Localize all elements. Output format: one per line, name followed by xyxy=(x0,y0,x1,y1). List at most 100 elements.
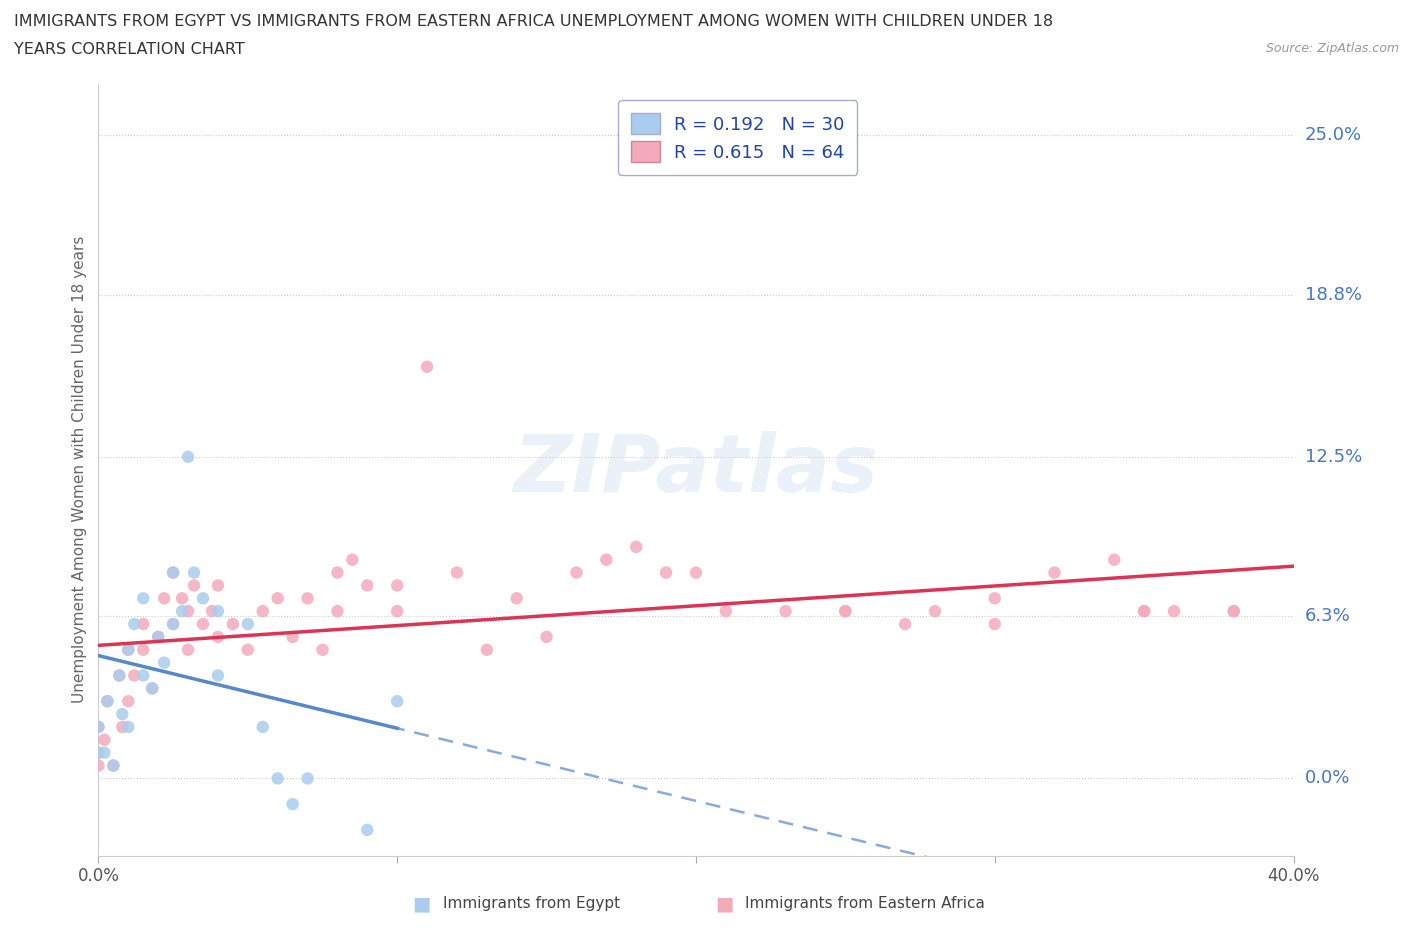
Point xyxy=(834,604,856,618)
Point xyxy=(177,604,200,618)
Point xyxy=(924,604,946,618)
Point xyxy=(311,643,333,658)
Point xyxy=(1223,604,1246,618)
Point xyxy=(1223,604,1246,618)
Point xyxy=(111,707,134,722)
Point xyxy=(267,591,290,605)
Point xyxy=(132,668,155,683)
Point xyxy=(108,668,131,683)
Text: IMMIGRANTS FROM EGYPT VS IMMIGRANTS FROM EASTERN AFRICA UNEMPLOYMENT AMONG WOMEN: IMMIGRANTS FROM EGYPT VS IMMIGRANTS FROM… xyxy=(14,14,1053,29)
Point xyxy=(984,591,1007,605)
Point xyxy=(117,720,139,735)
Point xyxy=(222,617,245,631)
Point xyxy=(565,565,588,580)
Point xyxy=(124,668,146,683)
Point xyxy=(132,643,155,658)
Point xyxy=(183,565,205,580)
Point xyxy=(96,694,118,709)
Point xyxy=(87,745,110,760)
Point xyxy=(124,617,146,631)
Point xyxy=(236,617,259,631)
Text: ■: ■ xyxy=(412,895,432,913)
Point xyxy=(536,630,558,644)
Point xyxy=(252,604,274,618)
Point xyxy=(1163,604,1185,618)
Text: 25.0%: 25.0% xyxy=(1305,126,1362,144)
Point xyxy=(984,617,1007,631)
Point xyxy=(475,643,498,658)
Point xyxy=(834,604,856,618)
Point xyxy=(446,565,468,580)
Text: YEARS CORRELATION CHART: YEARS CORRELATION CHART xyxy=(14,42,245,57)
Point xyxy=(191,591,214,605)
Point xyxy=(297,591,319,605)
Point xyxy=(201,604,224,618)
Point xyxy=(595,552,617,567)
Text: ■: ■ xyxy=(714,895,734,913)
Point xyxy=(207,668,229,683)
Point xyxy=(267,771,290,786)
Point xyxy=(342,552,364,567)
Point xyxy=(1133,604,1156,618)
Point xyxy=(183,578,205,593)
Point xyxy=(626,539,648,554)
Point xyxy=(111,720,134,735)
Point xyxy=(93,733,115,748)
Point xyxy=(141,681,163,696)
Point xyxy=(117,694,139,709)
Point xyxy=(1104,552,1126,567)
Point xyxy=(191,617,214,631)
Point xyxy=(356,822,378,837)
Point xyxy=(385,604,409,618)
Point xyxy=(326,604,349,618)
Point xyxy=(117,643,139,658)
Point xyxy=(148,630,170,644)
Point xyxy=(87,745,110,760)
Text: 6.3%: 6.3% xyxy=(1305,607,1350,625)
Point xyxy=(172,604,194,618)
Point xyxy=(153,591,176,605)
Point xyxy=(1043,565,1066,580)
Point xyxy=(385,578,409,593)
Point xyxy=(132,617,155,631)
Point xyxy=(326,565,349,580)
Point xyxy=(207,630,229,644)
Point xyxy=(103,758,125,773)
Text: Immigrants from Egypt: Immigrants from Egypt xyxy=(443,897,620,911)
Point xyxy=(93,745,115,760)
Point xyxy=(685,565,707,580)
Point xyxy=(108,668,131,683)
Point xyxy=(177,449,200,464)
Point xyxy=(162,565,184,580)
Point xyxy=(87,720,110,735)
Text: Immigrants from Eastern Africa: Immigrants from Eastern Africa xyxy=(745,897,986,911)
Point xyxy=(153,656,176,671)
Text: 0.0%: 0.0% xyxy=(1305,769,1350,788)
Point xyxy=(148,630,170,644)
Point xyxy=(87,720,110,735)
Point xyxy=(236,643,259,658)
Point xyxy=(385,694,409,709)
Point xyxy=(416,359,439,374)
Point xyxy=(96,694,118,709)
Point xyxy=(117,643,139,658)
Point xyxy=(162,617,184,631)
Y-axis label: Unemployment Among Women with Children Under 18 years: Unemployment Among Women with Children U… xyxy=(72,236,87,703)
Point xyxy=(207,578,229,593)
Point xyxy=(297,771,319,786)
Point xyxy=(281,797,304,812)
Text: 18.8%: 18.8% xyxy=(1305,286,1361,304)
Point xyxy=(714,604,737,618)
Point xyxy=(162,617,184,631)
Text: 12.5%: 12.5% xyxy=(1305,447,1362,466)
Point xyxy=(356,578,378,593)
Point xyxy=(132,591,155,605)
Point xyxy=(252,720,274,735)
Point xyxy=(281,630,304,644)
Legend: R = 0.192   N = 30, R = 0.615   N = 64: R = 0.192 N = 30, R = 0.615 N = 64 xyxy=(619,100,858,175)
Point xyxy=(775,604,797,618)
Point xyxy=(141,681,163,696)
Point xyxy=(177,643,200,658)
Point xyxy=(1133,604,1156,618)
Text: Source: ZipAtlas.com: Source: ZipAtlas.com xyxy=(1265,42,1399,55)
